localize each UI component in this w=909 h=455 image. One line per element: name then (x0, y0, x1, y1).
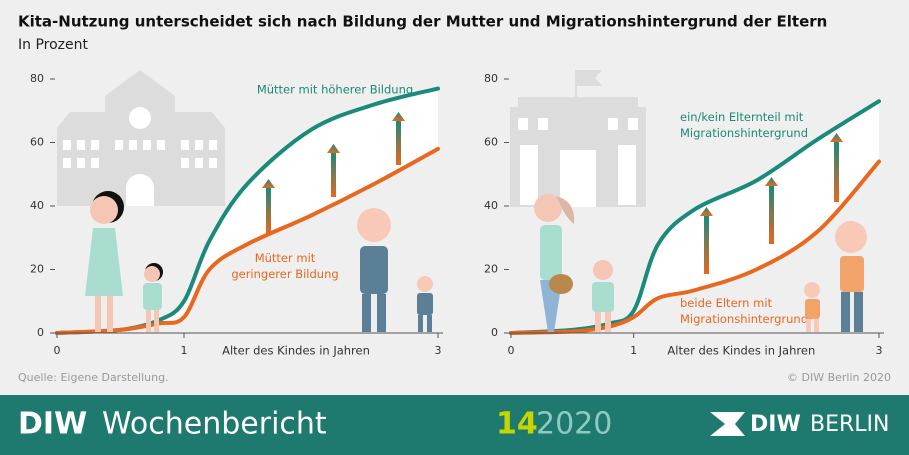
series-label: Mütter mit höherer Bildung (257, 83, 413, 97)
windows (518, 118, 638, 207)
x-axis-label: Alter des Kindes in Jahren (222, 344, 370, 358)
title: Kita-Nutzung unterscheidet sich nach Bil… (18, 13, 827, 31)
series-line (509, 99, 881, 335)
series-label: beide Eltern mit Migrationshintergrund (680, 296, 808, 326)
series-line (55, 146, 440, 335)
band (57, 88, 438, 334)
x-tick-label: 1 (181, 344, 188, 357)
y-tick-label: 40 (30, 199, 44, 212)
logo-right: BERLIN (810, 412, 889, 437)
source: Quelle: Eigene Darstellung. (18, 371, 169, 384)
y-tick-label: 20 (30, 263, 44, 276)
y-tick-label: 80 (484, 72, 498, 85)
arrows (262, 112, 843, 274)
people (85, 191, 867, 332)
plot-right: ein/kein Elternteil mit Migrationshinterg… (484, 72, 884, 358)
y-tick-label: 60 (484, 136, 498, 149)
copyright: © DIW Berlin 2020 (787, 371, 891, 384)
footer-band (0, 395, 909, 455)
x-tick-label: 0 (508, 344, 515, 357)
y-tick-label: 40 (484, 199, 498, 212)
footer-issue: 14 (496, 407, 538, 442)
logo-left: DIW (750, 412, 801, 437)
plot-left: Mütter mit höherer Bildung Mütter mit geri… (30, 72, 443, 358)
y-tick-label: 0 (37, 326, 44, 339)
y-tick-label: 80 (30, 72, 44, 85)
series-label: ein/kein Elternteil mit Migrationshinterg… (680, 110, 808, 140)
x-tick-label: 3 (876, 344, 883, 357)
subtitle: In Prozent (18, 37, 88, 53)
logo-mark (710, 412, 745, 436)
band (511, 101, 879, 333)
series-label: Mütter mit geringerer Bildung (231, 251, 338, 281)
footer-year: 2020 (536, 407, 612, 442)
footer-brand: DIW (18, 407, 87, 442)
x-tick-label: 0 (54, 344, 61, 357)
series-line (509, 159, 881, 335)
x-tick-label: 3 (435, 344, 442, 357)
y-tick-label: 0 (491, 326, 498, 339)
x-axis-label: Alter des Kindes in Jahren (667, 344, 815, 358)
footer-publication: Wochenbericht (102, 407, 327, 442)
y-tick-label: 20 (484, 263, 498, 276)
x-tick-label: 1 (630, 344, 637, 357)
windows (63, 140, 217, 206)
y-tick-label: 60 (30, 136, 44, 149)
